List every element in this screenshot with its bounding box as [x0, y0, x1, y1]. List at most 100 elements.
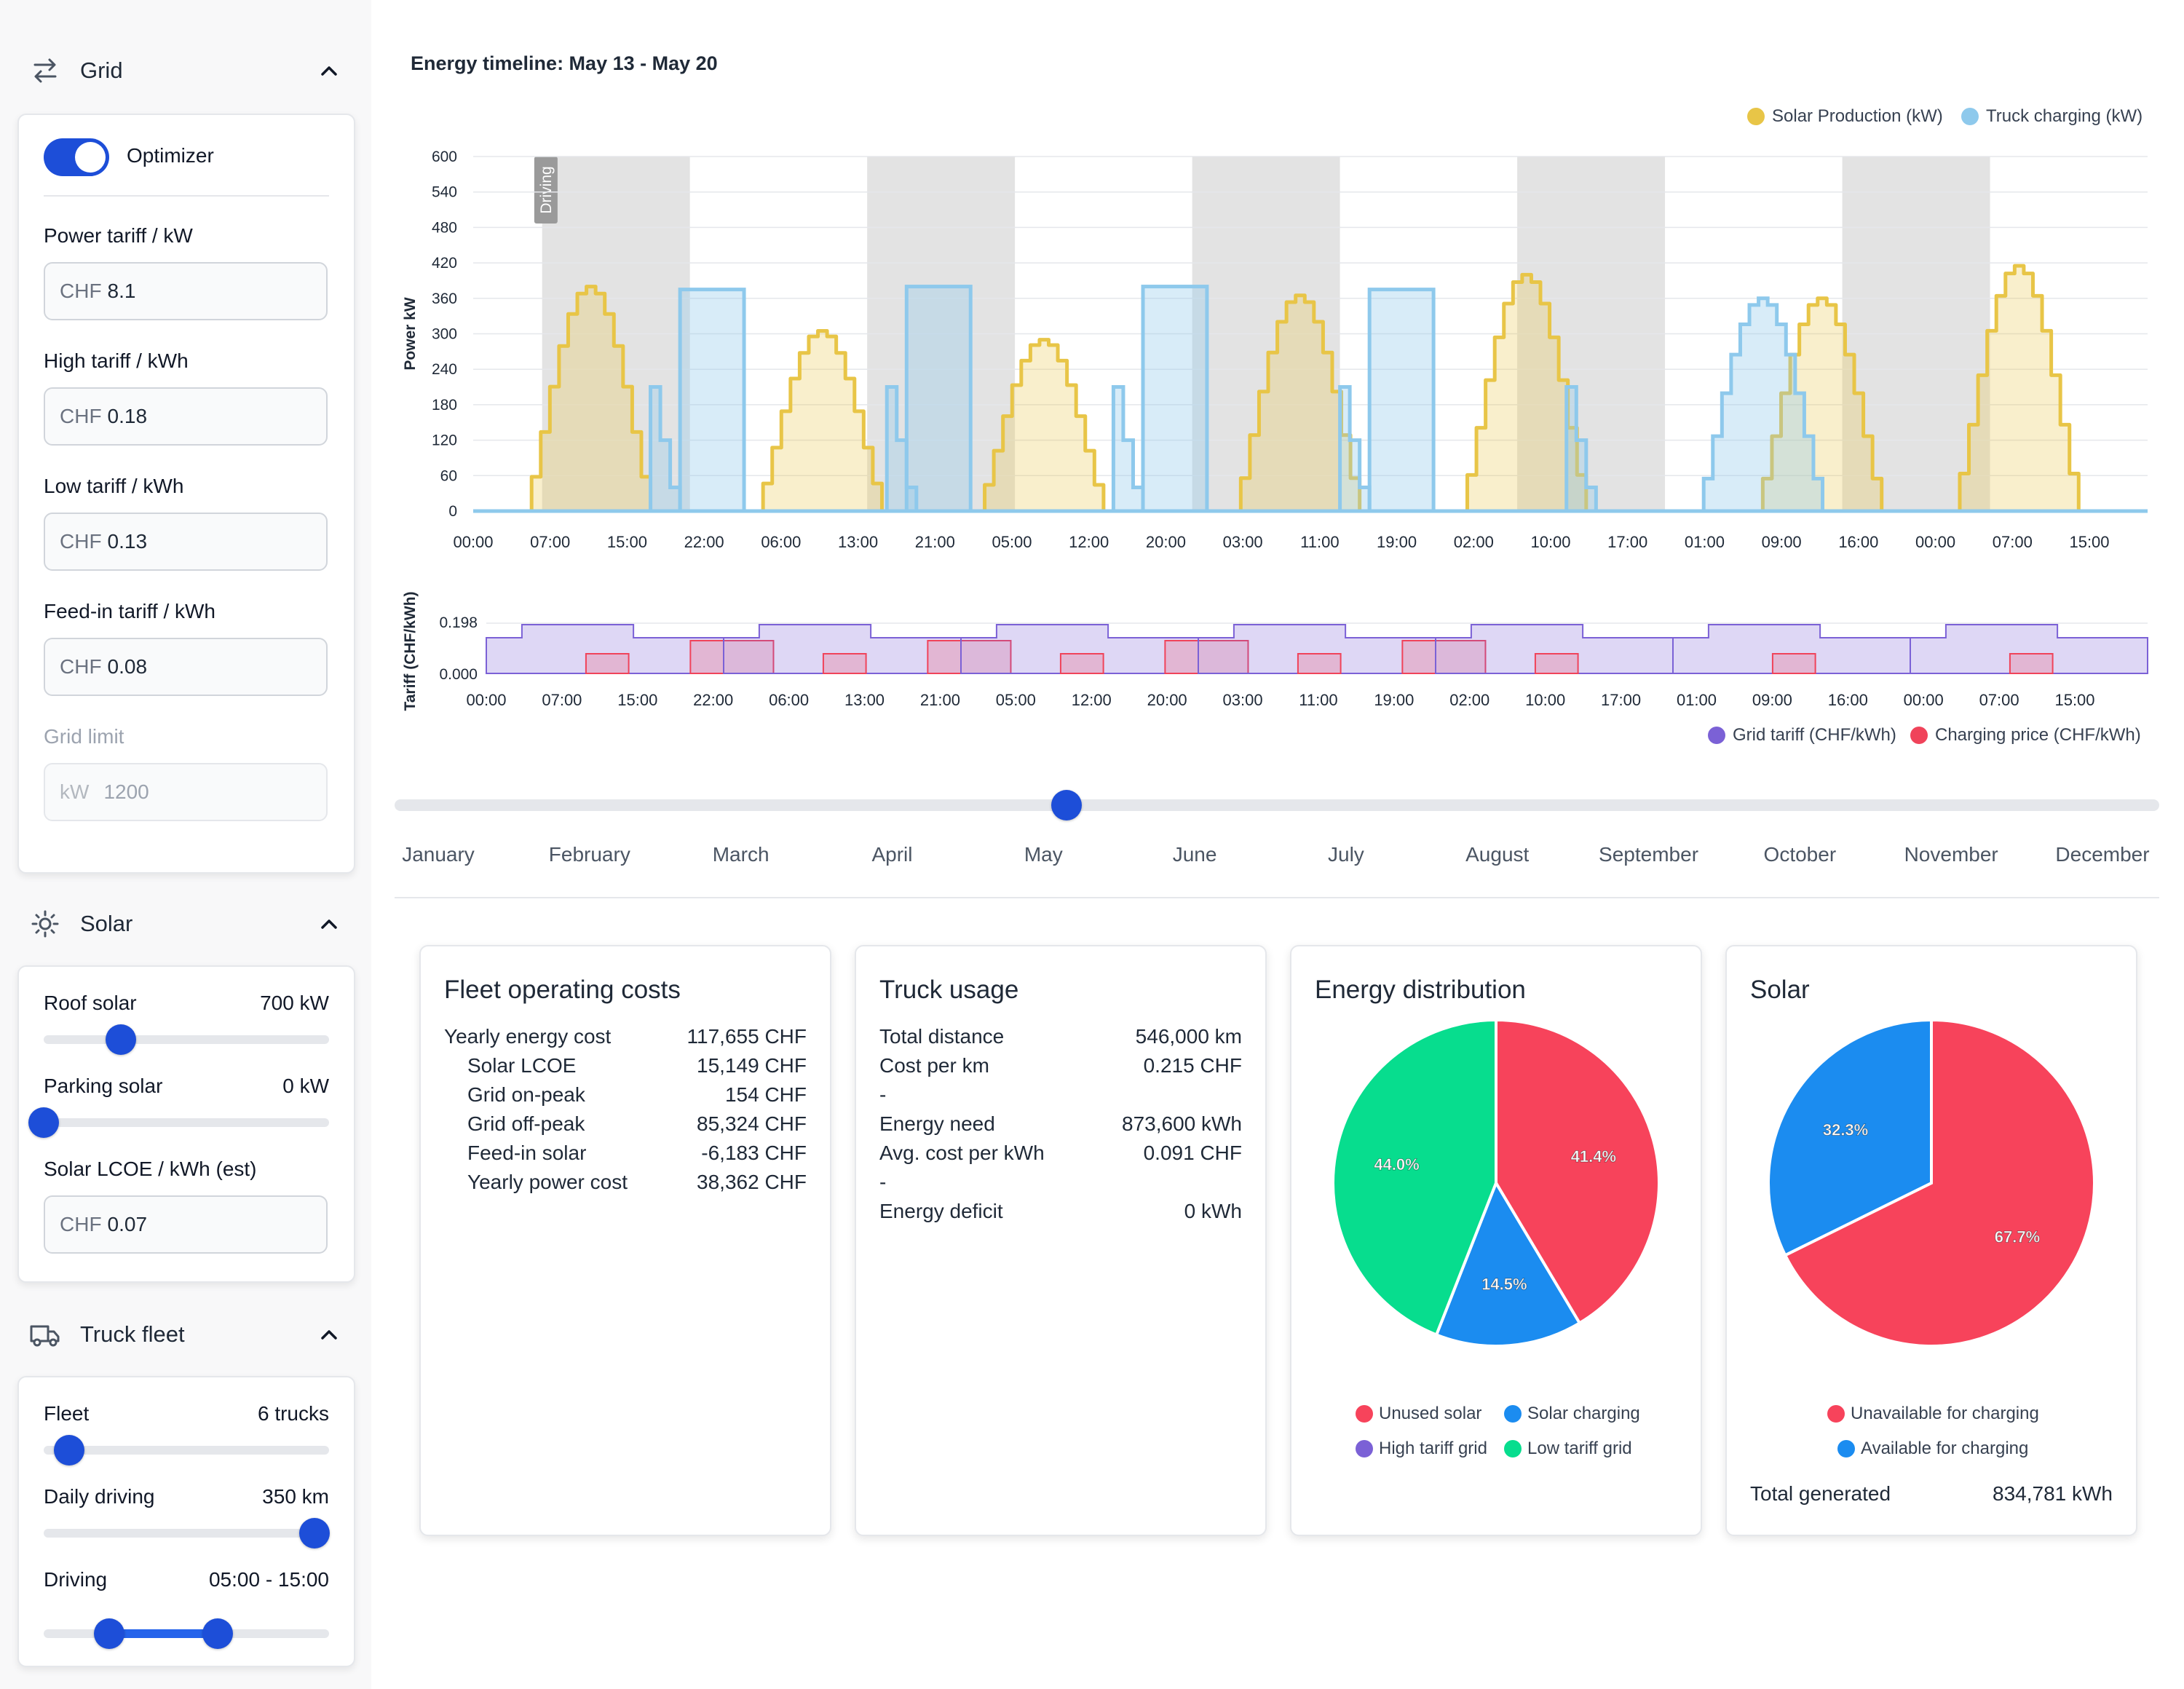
month-slider[interactable]: [395, 790, 2159, 820]
slider-handle[interactable]: [54, 1435, 85, 1465]
grid-section-header[interactable]: Grid: [29, 45, 342, 96]
pie-legend-item[interactable]: Solar charging: [1504, 1404, 1640, 1424]
kpi-label: Cost per km: [879, 1054, 989, 1077]
x-tick-label: 09:00: [1752, 691, 1792, 709]
pie-legend-item[interactable]: Unavailable for charging: [1827, 1404, 2039, 1424]
solar-production-area: [752, 328, 893, 513]
month-label[interactable]: May: [1024, 843, 1063, 866]
kpi-label: Avg. cost per kWh: [879, 1142, 1045, 1164]
kpi-row: Energy deficit 0 kWh: [879, 1200, 1242, 1229]
parking-solar-slider[interactable]: [28, 1107, 329, 1138]
range-end-handle[interactable]: [202, 1618, 234, 1649]
x-tick-label: 17:00: [1601, 691, 1641, 709]
legend-truck-charging[interactable]: Truck charging (kW): [1961, 106, 2143, 127]
driving-label-box: [534, 157, 558, 224]
y-tick-label: 480: [432, 219, 457, 236]
roof-solar-slider[interactable]: [44, 1024, 329, 1055]
month-label[interactable]: July: [1328, 843, 1364, 866]
feedin-tariff-input[interactable]: CHF 0.08: [44, 638, 328, 696]
fleet-size-slider[interactable]: [44, 1435, 329, 1465]
month-label[interactable]: January: [402, 843, 475, 866]
chevron-up-icon[interactable]: [316, 58, 342, 84]
charging-price-pulse: [2009, 653, 2054, 674]
pie-legend-item[interactable]: High tariff grid: [1356, 1439, 1487, 1459]
x-tick-label: 12:00: [1072, 691, 1112, 709]
optimizer-label: Optimizer: [127, 144, 214, 167]
legend-swatch: [1708, 727, 1725, 744]
month-label[interactable]: March: [712, 843, 769, 866]
feedin-tariff-value: 0.08: [107, 655, 148, 678]
legend-solar-production[interactable]: Solar Production (kW): [1747, 106, 1943, 127]
currency-prefix: CHF: [60, 530, 102, 553]
slider-handle[interactable]: [28, 1107, 59, 1138]
high-tariff-label: High tariff / kWh: [44, 349, 189, 372]
fleet-costs-card: Fleet operating costs Yearly energy cost…: [419, 945, 831, 1536]
power-tariff-input[interactable]: CHF 8.1: [44, 262, 328, 320]
solar-section-header[interactable]: Solar: [29, 898, 342, 949]
daily-driving-slider[interactable]: [44, 1518, 331, 1548]
month-label[interactable]: August: [1465, 843, 1530, 866]
month-label[interactable]: February: [548, 843, 630, 866]
x-tick-label: 03:00: [1223, 691, 1263, 709]
legend-label: Charging price (CHF/kWh): [1935, 725, 2141, 745]
tariff-chart: Tariff (CHF/kWh) 0.198 0.000 00:00 07:00 15:0…: [402, 591, 2148, 711]
truck-icon: [29, 1318, 61, 1350]
x-tick-label: 21:00: [920, 691, 960, 709]
month-label[interactable]: November: [1904, 843, 1998, 866]
solar-settings-card: Roof solar 700 kW Parking solar 0 kW Sol…: [17, 965, 355, 1283]
solar-section-title: Solar: [80, 911, 133, 936]
pie-legend-item[interactable]: Available for charging: [1837, 1439, 2028, 1459]
truck-usage-card: Truck usage Total distance 546,000 km Cost…: [855, 945, 1267, 1536]
month-slider-handle[interactable]: [1051, 790, 1083, 820]
x-tick-label: 02:00: [1449, 691, 1489, 709]
month-label[interactable]: June: [1172, 843, 1217, 866]
kpi-label: Energy deficit: [879, 1200, 1003, 1222]
x-tick-label: 11:00: [1299, 691, 1337, 709]
x-tick-label: 17:00: [1607, 533, 1647, 551]
month-label[interactable]: April: [871, 843, 913, 866]
kpi-value: 546,000 km: [1135, 1025, 1242, 1048]
solar-lcoe-label: Solar LCOE / kWh (est): [44, 1158, 257, 1180]
chevron-up-icon[interactable]: [316, 911, 342, 938]
total-generated-label: Total generated: [1750, 1482, 1891, 1505]
slider-handle[interactable]: [299, 1518, 331, 1548]
x-tick-label: 02:00: [1454, 533, 1494, 551]
chevron-up-icon[interactable]: [316, 1322, 342, 1348]
low-tariff-input[interactable]: CHF 0.13: [44, 513, 328, 571]
fleet-value: 6 trucks: [257, 1402, 329, 1425]
y-tick-label: 0: [448, 503, 457, 520]
slider-handle[interactable]: [105, 1024, 136, 1055]
daily-driving-value: 350 km: [262, 1485, 329, 1508]
x-tick-label: 19:00: [1377, 533, 1417, 551]
pie-slice: [1783, 1019, 2096, 1348]
optimizer-toggle[interactable]: [44, 138, 109, 176]
month-label[interactable]: September: [1599, 843, 1699, 866]
charging-price-pulse: [1534, 653, 1579, 674]
y-axis-title: Power kW: [402, 297, 419, 371]
legend-grid-tariff[interactable]: Grid tariff (CHF/kWh): [1708, 725, 1896, 745]
high-tariff-input[interactable]: CHF 0.18: [44, 387, 328, 446]
pie-legend-item[interactable]: Low tariff grid: [1504, 1439, 1632, 1459]
kpi-row: Energy need 873,600 kWh: [879, 1112, 1242, 1142]
kpi-row: Grid on-peak 154 CHF: [444, 1083, 807, 1112]
kpi-label: Grid on-peak: [467, 1083, 585, 1106]
x-tick-label: 21:00: [915, 533, 955, 551]
kpi-value: 38,362 CHF: [697, 1171, 807, 1193]
solar-lcoe-input[interactable]: CHF 0.07: [44, 1195, 328, 1254]
kpi-value: 117,655 CHF: [687, 1025, 807, 1048]
range-start-handle[interactable]: [94, 1618, 125, 1649]
month-label[interactable]: December: [2055, 843, 2150, 866]
kpi-row: Avg. cost per kWh 0.091 CHF: [879, 1142, 1242, 1171]
pie-legend-item[interactable]: Unused solar: [1356, 1404, 1481, 1424]
y-tick-label: 300: [432, 326, 457, 343]
kpi-row: Yearly power cost 38,362 CHF: [444, 1171, 807, 1200]
fleet-section-header[interactable]: Truck fleet: [29, 1309, 342, 1360]
energy-distribution-card: Energy distribution 41.4% 14.5% 44.0% Unus…: [1290, 945, 1702, 1536]
driving-hours-range-slider[interactable]: [44, 1618, 329, 1649]
legend-swatch: [1827, 1405, 1845, 1423]
x-tick-label: 16:00: [1838, 533, 1878, 551]
legend-charging-price[interactable]: Charging price (CHF/kWh): [1910, 725, 2141, 745]
feedin-tariff-label: Feed-in tariff / kWh: [44, 600, 216, 622]
x-tick-label: 06:00: [761, 533, 801, 551]
month-label[interactable]: October: [1763, 843, 1837, 866]
